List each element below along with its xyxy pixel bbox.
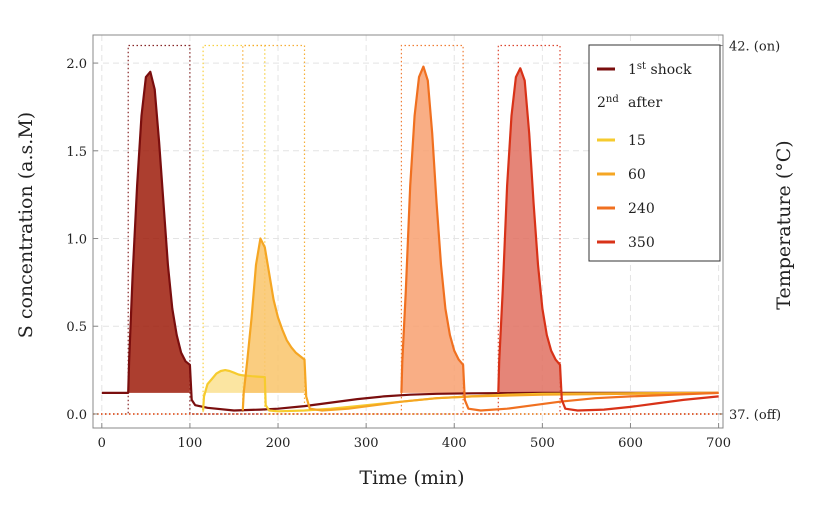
series-line-0 — [101, 70, 719, 412]
series-fill-4 — [498, 68, 560, 393]
y-tick-label-3: 1.5 — [66, 145, 87, 160]
legend-1st-sup: st — [637, 61, 646, 72]
legend-1st-base: 1 — [628, 62, 637, 78]
series-fills — [128, 66, 560, 411]
legend-2nd-base: 2 — [597, 95, 606, 111]
y2-axis-label: Temperature (°C) — [773, 140, 795, 309]
x-tick-label-3: 300 — [354, 436, 379, 451]
y-tick-label-2: 1.0 — [66, 233, 87, 248]
x-axis-label: Time (min) — [359, 467, 464, 489]
x-tick-label-5: 500 — [530, 436, 555, 451]
legend-label-1st-shock: 1st shock — [628, 61, 692, 79]
legend-label-2nd-after: 2nd — [597, 94, 619, 112]
y-tick-label-1: 0.5 — [66, 320, 87, 335]
legend-2nd-sup: nd — [606, 94, 619, 105]
plot-frame — [92, 34, 724, 429]
series-lines — [101, 65, 719, 413]
series-fill-0 — [128, 71, 190, 393]
x-tick-label-1: 100 — [178, 436, 203, 451]
series-line-4 — [497, 67, 719, 412]
x-tick-label-7: 700 — [706, 436, 731, 451]
y2-tick-label-1: 37. (off) — [729, 408, 781, 423]
legend: 1st shock 2nd after 15 60 240 350 — [588, 44, 721, 262]
series-line-3 — [400, 65, 719, 412]
x-ticks: 0 100 200 300 400 500 600 700 — [98, 423, 731, 451]
y-ticks: 0.0 0.5 1.0 1.5 2.0 — [66, 57, 98, 423]
legend-label-after: after — [628, 95, 662, 111]
series-fill-3 — [401, 66, 464, 393]
y2-ticks: 42. (on) 37. (off) — [718, 40, 781, 423]
series-line-2 — [241, 237, 719, 412]
x-tick-label-2: 200 — [266, 436, 291, 451]
heat-pulses — [93, 44, 723, 415]
plot-border — [92, 34, 724, 429]
x-tick-label-6: 600 — [618, 436, 643, 451]
heat-pulse-4 — [93, 44, 723, 415]
legend-label-60: 60 — [628, 167, 646, 183]
series-fill-2 — [242, 238, 305, 411]
x-tick-label-0: 0 — [98, 436, 106, 451]
x-tick-label-4: 400 — [442, 436, 467, 451]
legend-label-240: 240 — [628, 201, 655, 217]
legend-label-15: 15 — [628, 133, 646, 149]
y-axis-label: S concentration (a.s.M) — [15, 112, 37, 338]
legend-1st-rest: shock — [646, 62, 692, 78]
y-tick-label-4: 2.0 — [66, 57, 87, 72]
y2-tick-label-0: 42. (on) — [729, 40, 780, 55]
legend-items: 15 60 240 350 — [597, 133, 655, 251]
legend-box — [588, 44, 721, 262]
legend-label-350: 350 — [628, 235, 655, 251]
y-tick-label-0: 0.0 — [66, 408, 87, 423]
